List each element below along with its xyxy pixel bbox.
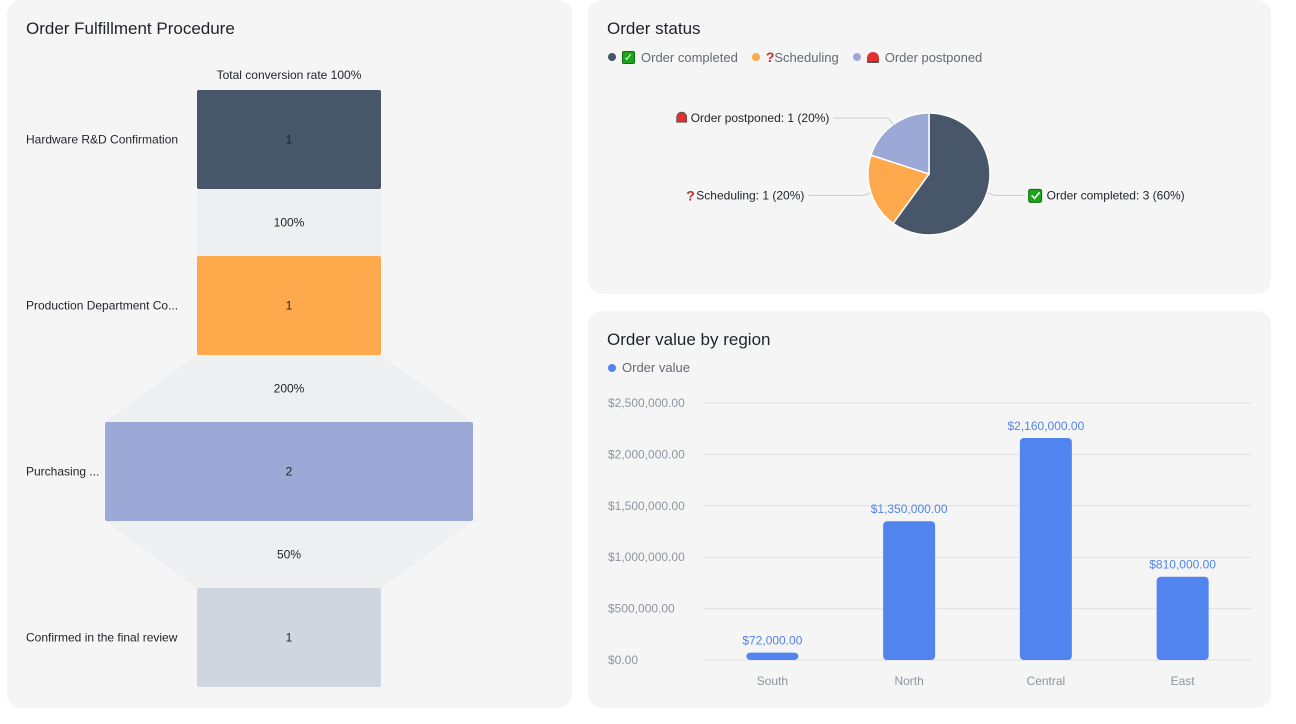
pie-label-text: Order completed: 3 (60%) — [1047, 188, 1185, 202]
y-tick-label: $1,000,000.00 — [608, 550, 685, 564]
bar-value-label: $2,160,000.00 — [1008, 419, 1085, 433]
funnel-conversion-rate: 50% — [277, 548, 301, 562]
pie-card: Order status ✓ Order completed ? Scheduli… — [588, 0, 1271, 294]
bar[interactable] — [1019, 437, 1072, 660]
x-tick-label: East — [1171, 674, 1196, 688]
bar-value-label: $1,350,000.00 — [871, 502, 948, 516]
legend-item-postponed[interactable]: Order postponed — [852, 49, 983, 65]
bar-value-label: $72,000.00 — [742, 634, 802, 648]
y-tick-label: $1,500,000.00 — [608, 499, 685, 513]
pie-legend: ✓ Order completed ? Scheduling Order post… — [608, 49, 982, 65]
bar-chart: $0.00 $500,000.00 $1,000,000.00 $1,500,000.… — [608, 396, 1251, 688]
funnel-stage-label: Confirmed in the final review — [26, 631, 178, 645]
pie-data-label: Order postponed: 1 (20%) — [676, 111, 830, 125]
funnel-chart: Total conversion rate 100% 100% 200% 50% 1 Ha… — [26, 68, 473, 687]
y-tick-label: $2,000,000.00 — [608, 447, 685, 461]
funnel-stage[interactable] — [197, 256, 381, 355]
check-box-icon — [1028, 188, 1043, 203]
question-mark-icon: ? — [686, 187, 695, 203]
check-box-icon: ✓ — [622, 50, 635, 64]
bar[interactable] — [1156, 576, 1209, 660]
y-tick-label: $2,500,000.00 — [608, 396, 685, 410]
pie-label-text: Order postponed: 1 (20%) — [691, 111, 830, 125]
pie-leader-line — [833, 117, 894, 125]
legend-label: Order completed — [641, 49, 738, 65]
siren-icon — [866, 51, 879, 63]
pie-data-label: Order completed: 3 (60%) — [1028, 188, 1185, 203]
legend-dot — [608, 53, 616, 61]
bar-legend: Order value — [608, 360, 690, 375]
question-mark-icon: ? — [765, 49, 775, 65]
bar[interactable] — [746, 652, 799, 660]
pie-data-label: Scheduling: 1 (20%)? — [686, 187, 804, 203]
funnel-stage-label: Production Department Co... — [26, 299, 178, 313]
pie-leader-line — [808, 192, 872, 196]
funnel-stage-value: 1 — [286, 631, 293, 645]
funnel-conversion-rate: 200% — [274, 382, 305, 396]
funnel-stage-value: 1 — [286, 133, 293, 147]
bar-value-label: $810,000.00 — [1149, 558, 1216, 572]
legend-label: Scheduling — [774, 49, 839, 65]
funnel-stage[interactable] — [197, 588, 381, 687]
funnel-conversion-rate: 100% — [274, 216, 305, 230]
pie-slice[interactable] — [867, 154, 931, 225]
funnel-stage[interactable] — [197, 90, 381, 189]
funnel-stage-value: 1 — [286, 299, 293, 313]
x-tick-label: South — [757, 674, 788, 688]
legend-item-completed[interactable]: ✓ Order completed — [608, 50, 738, 65]
funnel-total-label: Total conversion rate 100% — [217, 68, 362, 82]
legend-dot — [852, 53, 861, 61]
bar-title: Order value by region — [607, 330, 771, 349]
funnel-stage-label: Purchasing ... — [26, 465, 99, 479]
funnel-stage-label: Hardware R&D Confirmation — [26, 133, 178, 147]
legend-dot — [608, 363, 616, 372]
funnel-card: Order Fulfillment Procedure Total conver… — [7, 0, 572, 708]
legend-label: Order postponed — [884, 49, 983, 65]
funnel-stage-value: 2 — [286, 465, 293, 479]
pie-label-text: Scheduling: 1 (20%) — [696, 188, 804, 202]
funnel-stage[interactable] — [105, 422, 473, 521]
pie-leader-line — [986, 192, 1025, 196]
funnel-connector — [105, 355, 473, 422]
legend-label: Order value — [622, 360, 690, 375]
y-tick-label: $500,000.00 — [608, 602, 675, 616]
x-tick-label: Central — [1027, 674, 1066, 688]
x-tick-label: North — [894, 674, 923, 688]
legend-dot — [751, 53, 760, 61]
pie-slice[interactable] — [870, 112, 930, 176]
pie-chart: Order completed: 3 (60%) Scheduling: 1 (2… — [676, 111, 1185, 236]
siren-icon — [676, 111, 688, 123]
funnel-title: Order Fulfillment Procedure — [26, 19, 235, 38]
funnel-connector — [197, 189, 381, 256]
pie-slice[interactable] — [892, 112, 991, 236]
pie-title: Order status — [607, 19, 701, 38]
bar[interactable] — [883, 521, 936, 660]
legend-item-order-value[interactable]: Order value — [608, 360, 690, 375]
legend-item-scheduling[interactable]: ? Scheduling — [751, 49, 839, 65]
funnel-connector — [105, 521, 473, 588]
y-tick-label: $0.00 — [608, 653, 638, 667]
bar-card: Order value by region Order value $0.00 $… — [588, 311, 1271, 708]
